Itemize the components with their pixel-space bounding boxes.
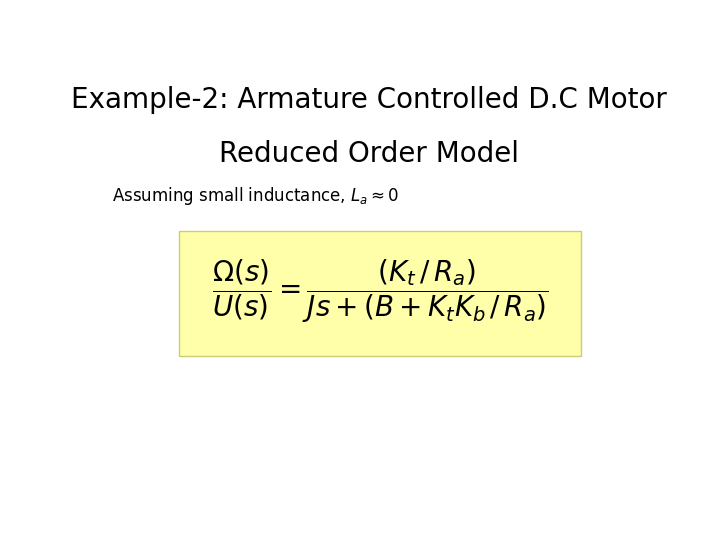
Text: Example-2: Armature Controlled D.C Motor: Example-2: Armature Controlled D.C Motor	[71, 85, 667, 113]
Text: Reduced Order Model: Reduced Order Model	[219, 140, 519, 167]
FancyBboxPatch shape	[179, 231, 581, 356]
Text: Assuming small inductance, $L_a \approx 0$: Assuming small inductance, $L_a \approx …	[112, 185, 400, 207]
Text: $\dfrac{\Omega(s)}{U(s)} = \dfrac{\left(K_t\,/\,R_a\right)}{Js + \left(B + K_t K: $\dfrac{\Omega(s)}{U(s)} = \dfrac{\left(…	[212, 258, 549, 325]
